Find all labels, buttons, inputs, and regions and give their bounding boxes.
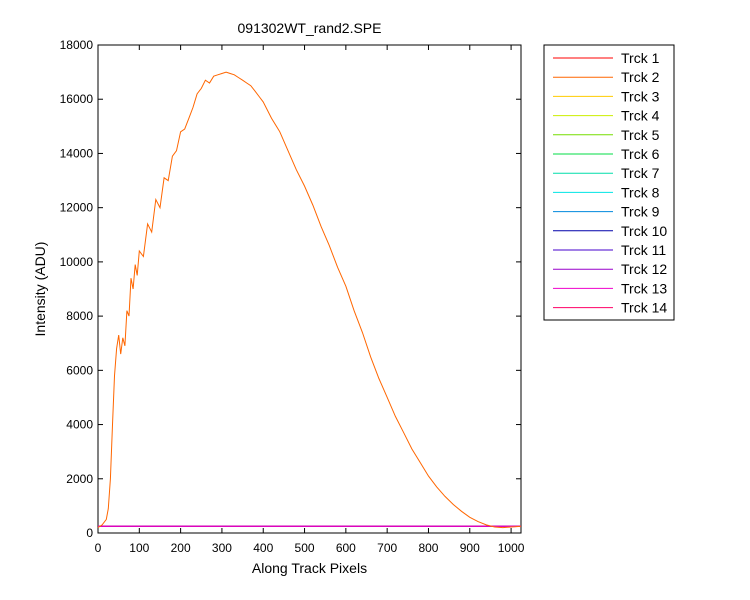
legend-label: Trck 4: [621, 108, 660, 124]
legend-label: Trck 5: [621, 127, 660, 143]
y-tick-label: 12000: [60, 201, 94, 215]
legend-item: Trck 13: [553, 280, 667, 296]
series-line-2: [97, 71, 522, 529]
legend-label: Trck 1: [621, 50, 660, 66]
y-tick-label: 18000: [60, 38, 94, 52]
y-axis: 0 2000 4000 6000 8000 10000 12000 14000 16000 180…: [60, 38, 521, 540]
chart-title: 091302WT_rand2.SPE: [238, 20, 382, 36]
legend-label: Trck 8: [621, 184, 660, 200]
y-axis-label: Intensity (ADU): [32, 242, 48, 337]
x-tick-label: 500: [295, 541, 315, 555]
legend-label: Trck 6: [621, 146, 660, 162]
y-tick-label: 16000: [60, 92, 94, 106]
y-tick-label: 10000: [60, 255, 94, 269]
legend-item: Trck 14: [553, 300, 667, 316]
legend-item: Trck 7: [553, 165, 660, 181]
x-tick-label: 300: [212, 541, 232, 555]
legend-label: Trck 13: [621, 280, 667, 296]
x-tick-label: 600: [336, 541, 356, 555]
y-tick-label: 14000: [60, 146, 94, 160]
legend-item: Trck 9: [553, 204, 660, 220]
legend-item: Trck 5: [553, 127, 660, 143]
legend-item: Trck 8: [553, 184, 660, 200]
x-tick-label: 100: [129, 541, 149, 555]
legend-label: Trck 9: [621, 204, 660, 220]
legend-box: [543, 44, 675, 321]
y-tick-label: 8000: [66, 309, 93, 323]
x-axis: 0 100 200 300 400 500 600 700 800 900 1000: [95, 45, 525, 555]
legend-label: Trck 14: [621, 300, 667, 316]
series-lines: [97, 71, 522, 529]
legend-label: Trck 7: [621, 165, 660, 181]
x-axis-label: Along Track Pixels: [252, 560, 367, 576]
x-tick-label: 0: [95, 541, 102, 555]
x-tick-label: 200: [171, 541, 191, 555]
legend-item: Trck 6: [553, 146, 660, 162]
legend-item: Trck 3: [553, 88, 660, 104]
x-tick-label: 700: [377, 541, 397, 555]
x-tick-label: 800: [418, 541, 438, 555]
legend-item: Trck 11: [553, 242, 666, 258]
legend-label: Trck 11: [621, 242, 666, 258]
legend-item: Trck 10: [553, 223, 667, 239]
y-tick-label: 2000: [66, 472, 93, 486]
legend-label: Trck 3: [621, 88, 660, 104]
y-tick-label: 4000: [66, 418, 93, 432]
legend-label: Trck 12: [621, 261, 667, 277]
legend-item: Trck 1: [553, 50, 660, 66]
plot-area: [97, 44, 522, 534]
legend-item: Trck 12: [553, 261, 667, 277]
y-tick-label: 0: [86, 526, 93, 540]
legend: Trck 1 Trck 2 Trck 3 Trck 4 Trck 5 Trck 6 Trck…: [543, 44, 675, 321]
legend-label: Trck 10: [621, 223, 667, 239]
x-tick-label: 900: [460, 541, 480, 555]
x-tick-label: 1000: [498, 541, 525, 555]
x-tick-label: 400: [253, 541, 273, 555]
legend-label: Trck 2: [621, 69, 660, 85]
legend-item: Trck 2: [553, 69, 660, 85]
legend-item: Trck 4: [553, 108, 660, 124]
y-tick-label: 6000: [66, 363, 93, 377]
